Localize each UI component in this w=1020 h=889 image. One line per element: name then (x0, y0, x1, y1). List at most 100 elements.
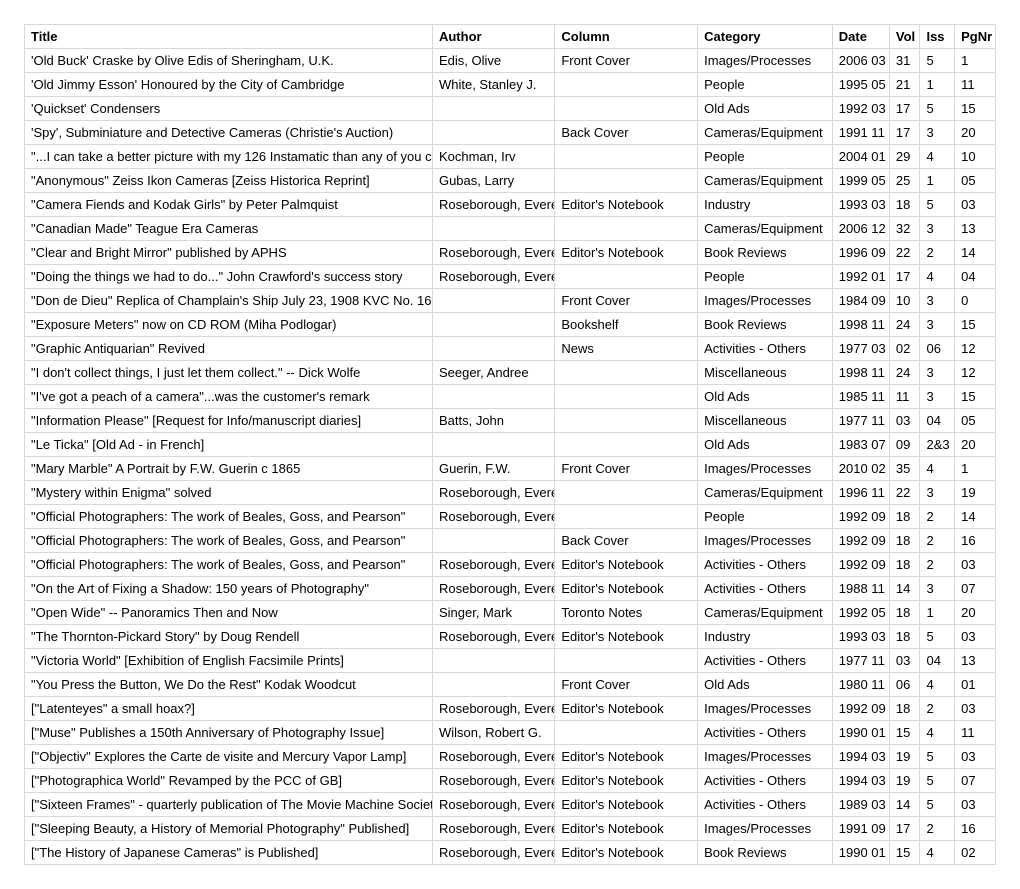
table-row: "Exposure Meters" now on CD ROM (Miha Po… (25, 313, 996, 337)
table-cell: People (698, 145, 833, 169)
table-cell: Images/Processes (698, 529, 833, 553)
table-row: "Don de Dieu" Replica of Champlain's Shi… (25, 289, 996, 313)
table-cell (555, 97, 698, 121)
table-row: "I don't collect things, I just let them… (25, 361, 996, 385)
table-cell: 1 (920, 169, 955, 193)
table-cell: "On the Art of Fixing a Shadow: 150 year… (25, 577, 433, 601)
table-cell: Book Reviews (698, 241, 833, 265)
table-cell: "Open Wide" -- Panoramics Then and Now (25, 601, 433, 625)
table-row: "Graphic Antiquarian" RevivedNewsActivit… (25, 337, 996, 361)
table-cell: 24 (889, 361, 920, 385)
table-cell: 06 (889, 673, 920, 697)
table-cell (555, 409, 698, 433)
table-cell: "Exposure Meters" now on CD ROM (Miha Po… (25, 313, 433, 337)
table-cell: Miscellaneous (698, 361, 833, 385)
table-cell: Roseborough, Everett (432, 817, 554, 841)
table-cell: Images/Processes (698, 289, 833, 313)
table-cell: Roseborough, Everett (432, 745, 554, 769)
table-cell: 2006 03 (832, 49, 889, 73)
table-cell (555, 145, 698, 169)
table-cell: Front Cover (555, 673, 698, 697)
table-cell: 2&3 (920, 433, 955, 457)
table-cell: Wilson, Robert G. (432, 721, 554, 745)
table-cell: White, Stanley J. (432, 73, 554, 97)
table-cell: 10 (889, 289, 920, 313)
table-cell: 1996 11 (832, 481, 889, 505)
table-cell: 18 (889, 505, 920, 529)
table-cell: 14 (955, 241, 996, 265)
table-cell: "Don de Dieu" Replica of Champlain's Shi… (25, 289, 433, 313)
table-cell: 01 (955, 673, 996, 697)
table-cell: 19 (955, 481, 996, 505)
table-cell: 19 (889, 745, 920, 769)
table-cell: 03 (889, 409, 920, 433)
table-cell: "Camera Fiends and Kodak Girls" by Peter… (25, 193, 433, 217)
table-cell: 07 (955, 577, 996, 601)
table-cell: 17 (889, 121, 920, 145)
table-cell: "Information Please" [Request for Info/m… (25, 409, 433, 433)
table-cell: Roseborough, Everett (432, 265, 554, 289)
table-cell: 1992 05 (832, 601, 889, 625)
table-cell: 16 (955, 529, 996, 553)
table-row: "Open Wide" -- Panoramics Then and NowSi… (25, 601, 996, 625)
table-cell: 24 (889, 313, 920, 337)
table-cell: 1995 05 (832, 73, 889, 97)
table-cell: 15 (955, 385, 996, 409)
table-cell: Roseborough, Everett (432, 505, 554, 529)
table-cell: "Mystery within Enigma" solved (25, 481, 433, 505)
col-header-vol: Vol (889, 25, 920, 49)
table-cell: 18 (889, 529, 920, 553)
table-cell: Bookshelf (555, 313, 698, 337)
table-cell: 1990 01 (832, 841, 889, 865)
table-cell: 16 (955, 817, 996, 841)
table-cell: Editor's Notebook (555, 745, 698, 769)
table-cell: 06 (920, 337, 955, 361)
table-cell: 1994 03 (832, 769, 889, 793)
table-cell: 5 (920, 745, 955, 769)
table-row: "Canadian Made" Teague Era CamerasCamera… (25, 217, 996, 241)
table-cell: 1992 09 (832, 697, 889, 721)
table-cell: 3 (920, 217, 955, 241)
table-cell: 5 (920, 97, 955, 121)
col-header-pgnr: PgNr (955, 25, 996, 49)
table-cell: 2006 12 (832, 217, 889, 241)
table-cell: 03 (955, 697, 996, 721)
article-index-table: Title Author Column Category Date Vol Is… (24, 24, 996, 865)
table-cell: 31 (889, 49, 920, 73)
table-cell: "Official Photographers: The work of Bea… (25, 553, 433, 577)
table-row: ["Latenteyes" a small hoax?]Roseborough,… (25, 697, 996, 721)
table-cell: 1977 03 (832, 337, 889, 361)
table-cell: 03 (955, 193, 996, 217)
table-cell: Toronto Notes (555, 601, 698, 625)
table-cell: ["Muse" Publishes a 150th Anniversary of… (25, 721, 433, 745)
col-header-author: Author (432, 25, 554, 49)
table-cell: "Victoria World" [Exhibition of English … (25, 649, 433, 673)
table-cell: "You Press the Button, We Do the Rest" K… (25, 673, 433, 697)
table-cell: 15 (955, 313, 996, 337)
table-cell: 3 (920, 121, 955, 145)
table-cell (555, 265, 698, 289)
table-cell: People (698, 265, 833, 289)
table-cell (555, 361, 698, 385)
table-cell: 18 (889, 697, 920, 721)
table-cell (555, 649, 698, 673)
table-cell (432, 313, 554, 337)
table-cell: "Anonymous" Zeiss Ikon Cameras [Zeiss Hi… (25, 169, 433, 193)
table-cell: 13 (955, 217, 996, 241)
table-cell: 03 (955, 625, 996, 649)
table-cell (432, 217, 554, 241)
table-cell: Cameras/Equipment (698, 121, 833, 145)
table-cell: Back Cover (555, 529, 698, 553)
table-row: 'Spy', Subminiature and Detective Camera… (25, 121, 996, 145)
table-cell: "Doing the things we had to do..." John … (25, 265, 433, 289)
table-cell: 4 (920, 841, 955, 865)
table-cell: Cameras/Equipment (698, 601, 833, 625)
table-cell: Roseborough, Everett (432, 193, 554, 217)
table-cell: Images/Processes (698, 817, 833, 841)
table-cell: Roseborough, Everett (432, 481, 554, 505)
table-cell: Kochman, Irv (432, 145, 554, 169)
table-cell: Editor's Notebook (555, 769, 698, 793)
table-cell: Activities - Others (698, 577, 833, 601)
table-cell: 1992 09 (832, 505, 889, 529)
table-cell: 09 (889, 433, 920, 457)
